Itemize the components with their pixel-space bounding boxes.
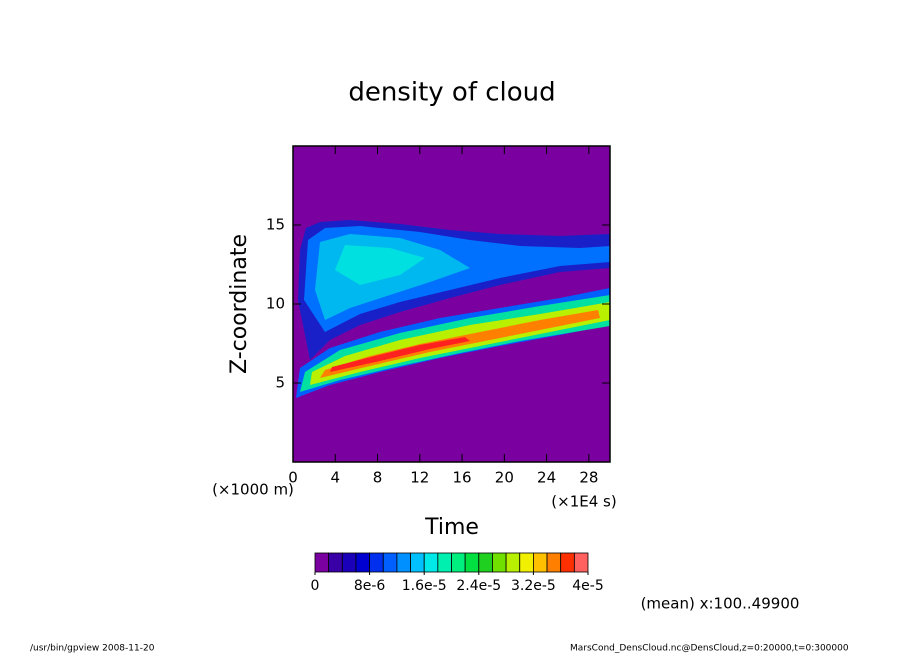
- colorbar-swatch: [382, 552, 398, 573]
- y-axis-unit: (×1000 m): [212, 481, 294, 499]
- cloud-region: [335, 245, 425, 285]
- x-axis-label: Time: [424, 515, 479, 540]
- x-tick-label: 4: [330, 469, 340, 487]
- footer-right: MarsCond_DensCloud.nc@DensCloud,z=0:2000…: [570, 644, 849, 654]
- colorbar-swatch: [573, 552, 589, 573]
- colorbar-swatch: [423, 552, 439, 573]
- colorbar-swatch: [314, 552, 330, 573]
- colorbar-swatch: [451, 552, 466, 573]
- x-tick-label: 0: [288, 469, 298, 487]
- y-axis-label: Z-coordinate: [227, 234, 252, 374]
- colorbar-swatch: [478, 552, 493, 573]
- x-tick-label: 8: [373, 469, 383, 487]
- colorbar-tick-label: 1.6e-5: [402, 578, 447, 594]
- x-axis-unit: (×1E4 s): [551, 493, 616, 511]
- colorbar-swatch: [437, 552, 452, 573]
- colorbar-swatch: [519, 552, 534, 573]
- cloud-band: [330, 337, 470, 372]
- colorbar-swatch: [560, 552, 575, 573]
- colorbar-swatch: [464, 552, 480, 573]
- y-tick-label: 5: [275, 374, 285, 392]
- x-tick-label: 12: [410, 469, 429, 487]
- colorbar-swatch: [328, 552, 343, 573]
- colorbar-swatch: [396, 552, 411, 573]
- footer-left: /usr/bin/gpview 2008-11-20: [30, 644, 155, 654]
- y-tick-label: 10: [266, 295, 285, 313]
- colorbar-swatch: [533, 552, 548, 573]
- colorbar-swatch: [355, 552, 371, 573]
- colorbar-swatch: [341, 552, 357, 573]
- colorbar-swatch: [492, 552, 507, 573]
- contour-field: [296, 220, 610, 398]
- x-tick-label: 16: [453, 469, 472, 487]
- x-tick-label: 20: [495, 469, 514, 487]
- colorbar-tick-label: 8e-6: [354, 578, 386, 594]
- chart-title: density of cloud: [348, 78, 555, 108]
- colorbar-swatch: [546, 552, 562, 573]
- colorbar-tick-label: 2.4e-5: [456, 578, 501, 594]
- colorbar-tick-label: 4e-5: [572, 578, 603, 594]
- x-tick-label: 24: [537, 469, 556, 487]
- y-tick-label: 15: [266, 216, 285, 234]
- cloud-band: [320, 310, 600, 378]
- note: (mean) x:100..49900: [641, 595, 800, 613]
- colorbar-swatch: [505, 552, 521, 573]
- colorbar-tick-label: 0: [311, 578, 320, 594]
- x-tick-label: 28: [579, 469, 598, 487]
- colorbar-swatch: [410, 552, 425, 573]
- colorbar-tick-label: 3.2e-5: [511, 578, 556, 594]
- colorbar-swatch: [369, 552, 384, 573]
